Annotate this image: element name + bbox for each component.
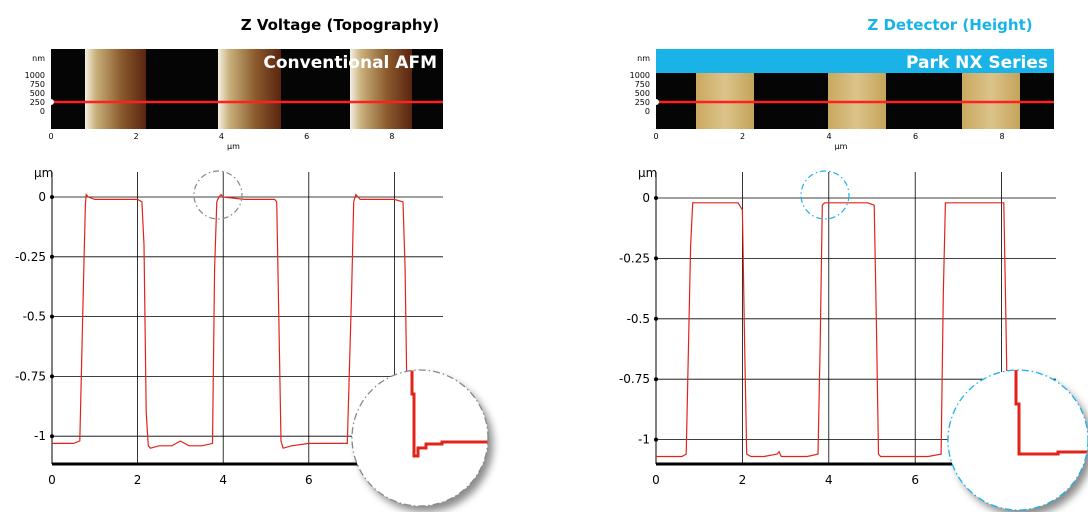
image-xtick-2-3: 6	[913, 132, 918, 141]
ytick-dot-1-4	[50, 434, 54, 439]
ytick-1-0: 0	[38, 190, 46, 204]
zoom-trace-1	[410, 370, 488, 458]
xtick-2-0: 0	[652, 473, 660, 487]
ytick-1-4: -1	[34, 429, 46, 443]
zoom-content-2	[1014, 370, 1088, 456]
xtick-2-1: 2	[739, 473, 747, 487]
image-ytick-2-3: 250	[635, 98, 650, 107]
ytick-1-1: -0.25	[15, 250, 46, 264]
xtick-1-2: 4	[219, 473, 227, 487]
xtick-1-1: 2	[134, 473, 142, 487]
image-ytick-2-2: 500	[635, 89, 650, 98]
image-y-unit-2: nm	[637, 54, 650, 63]
scan-start-1	[48, 99, 54, 105]
image-ytick-1-0: 1000	[25, 71, 45, 80]
ytick-1-3: -0.75	[15, 369, 46, 383]
afm-feature-top-1-2	[218, 49, 281, 73]
scan-arrow-2	[1054, 99, 1060, 105]
image-ytick-1-1: 750	[30, 80, 45, 89]
image-xtick-1-1: 2	[134, 132, 139, 141]
afm-feature-top-1-1	[85, 49, 146, 73]
xtick-2-3: 6	[911, 473, 919, 487]
scan-arrow-1	[443, 99, 449, 105]
zoom-trace-2	[1014, 370, 1088, 456]
highlight-circle-2	[800, 170, 850, 220]
xtick-1-0: 0	[48, 473, 56, 487]
image-xtick-2-1: 2	[740, 132, 745, 141]
ytick-dot-1-0	[50, 195, 54, 199]
ytick-dot-2-3	[654, 377, 658, 382]
afm-feature-top-1-3	[350, 49, 412, 73]
zoom-disc-1	[352, 370, 488, 506]
image-ytick-2-4: 0	[645, 107, 650, 116]
y-unit-1: µm	[34, 166, 53, 180]
image-y-unit-1: nm	[32, 54, 45, 63]
zoom-inset-2	[947, 369, 1088, 511]
image-xtick-2-0: 0	[653, 132, 658, 141]
zoom-border-1	[351, 369, 489, 507]
image-ytick-1-4: 0	[40, 107, 45, 116]
ytick-dot-2-4	[654, 437, 658, 442]
image-xtick-1-3: 6	[304, 132, 309, 141]
image-label-1: Conventional AFM	[263, 53, 437, 73]
zoom-border-2	[947, 369, 1088, 511]
scan-start-2	[653, 99, 659, 105]
ytick-dot-1-3	[50, 374, 54, 379]
ytick-1-2: -0.5	[23, 310, 46, 324]
image-xtick-1-4: 8	[389, 132, 394, 141]
image-x-unit-2: µm	[835, 142, 848, 151]
ytick-2-0: 0	[642, 191, 650, 205]
ytick-dot-2-0	[654, 196, 658, 200]
zoom-inset-1	[351, 369, 489, 507]
image-x-unit-1: µm	[227, 142, 240, 151]
image-xtick-1-2: 4	[219, 132, 224, 141]
panel-1-title: Z Voltage (Topography)	[241, 16, 440, 34]
trace-1	[52, 193, 410, 449]
ytick-2-3: -0.75	[619, 372, 650, 386]
image-ytick-2-0: 1000	[630, 71, 650, 80]
ytick-2-2: -0.5	[627, 312, 650, 326]
image-ytick-2-1: 750	[635, 80, 650, 89]
panel-2: Z Detector (Height) Park NX Series nm 10007…	[619, 16, 1088, 511]
xtick-2-2: 4	[825, 473, 833, 487]
ytick-dot-2-1	[654, 256, 658, 261]
xtick-1-3: 6	[305, 473, 313, 487]
panel-2-title: Z Detector (Height)	[867, 16, 1032, 34]
ytick-dot-1-2	[50, 314, 54, 319]
image-xtick-2-2: 4	[826, 132, 831, 141]
highlight-circle-1	[193, 170, 243, 220]
image-ytick-1-2: 500	[30, 89, 45, 98]
y-unit-2: µm	[638, 166, 657, 180]
zoom-content-1	[410, 370, 488, 458]
ytick-2-1: -0.25	[619, 251, 650, 265]
image-label-2: Park NX Series	[906, 53, 1048, 73]
panel-1: Z Voltage (Topography) Conventional AFM nm…	[15, 16, 489, 507]
image-label-band-2	[656, 49, 1054, 73]
ytick-dot-1-1	[50, 254, 54, 259]
ytick-2-4: -1	[638, 433, 650, 447]
image-xtick-1-0: 0	[48, 132, 53, 141]
image-ytick-1-3: 250	[30, 98, 45, 107]
image-xtick-2-4: 8	[1000, 132, 1005, 141]
ytick-dot-2-2	[654, 316, 658, 321]
trace-2	[656, 202, 1028, 458]
